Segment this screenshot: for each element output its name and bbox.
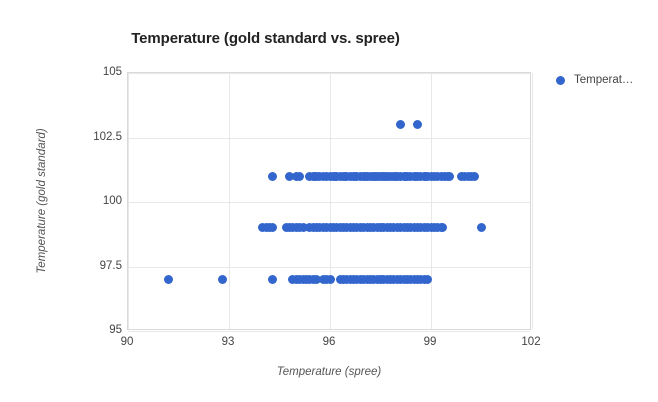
y-tick-label: 102.5 <box>93 130 122 143</box>
data-point[interactable] <box>268 223 278 233</box>
gridline-vertical <box>431 73 432 329</box>
data-point[interactable] <box>285 171 295 181</box>
data-point[interactable] <box>217 274 227 284</box>
y-tick-label: 105 <box>102 66 122 78</box>
x-axis-title: Temperature (spree) <box>276 366 382 378</box>
x-tick-label: 90 <box>120 336 134 348</box>
legend-item-label: Temperat… <box>574 74 634 86</box>
data-point[interactable] <box>470 171 480 181</box>
gridline-horizontal <box>128 202 530 203</box>
gridline-horizontal <box>128 266 530 268</box>
data-point[interactable] <box>423 274 433 284</box>
x-tick-label: 96 <box>322 336 336 348</box>
gridline-horizontal <box>128 73 530 74</box>
x-tick-label: 93 <box>221 336 235 348</box>
data-point[interactable] <box>445 171 455 181</box>
legend-marker-icon <box>556 75 565 85</box>
plot-area <box>127 72 533 332</box>
y-tick-label: 97.5 <box>99 259 122 272</box>
y-tick-label: 95 <box>109 324 122 336</box>
data-point[interactable] <box>295 171 305 181</box>
data-point[interactable] <box>396 120 406 130</box>
gridline-vertical <box>330 73 331 329</box>
gridline-horizontal <box>128 137 530 139</box>
gridline-vertical <box>532 73 533 329</box>
data-point[interactable] <box>312 274 322 284</box>
x-tick-label: 102 <box>521 336 541 348</box>
x-tick-label: 99 <box>423 336 437 348</box>
data-point[interactable] <box>163 274 173 284</box>
gridline-vertical <box>128 73 129 329</box>
data-point[interactable] <box>325 274 335 284</box>
data-point[interactable] <box>268 274 278 284</box>
chart-title: Temperature (gold standard vs. spree) <box>131 30 400 47</box>
data-point[interactable] <box>268 171 278 181</box>
data-point[interactable] <box>298 223 308 233</box>
data-point[interactable] <box>438 223 448 233</box>
gridline-vertical <box>229 73 230 329</box>
data-point[interactable] <box>477 223 486 233</box>
y-axis-title: Temperature (gold standard) <box>36 128 48 274</box>
y-tick-label: 100 <box>102 195 122 207</box>
chart-legend[interactable]: Temperat… <box>556 74 633 86</box>
gridline-horizontal <box>128 331 530 332</box>
data-point[interactable] <box>413 120 423 130</box>
